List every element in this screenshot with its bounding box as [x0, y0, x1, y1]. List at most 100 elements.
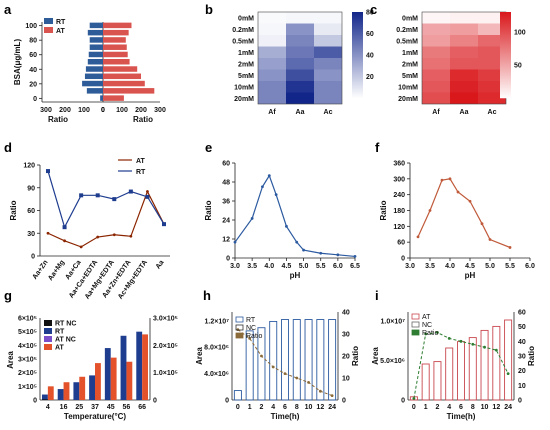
- bar: [468, 337, 477, 401]
- heat-cell: [314, 58, 342, 70]
- y-tick-label-right: 30: [518, 354, 526, 361]
- heat-cell: [286, 69, 314, 81]
- panel-label: g: [4, 288, 12, 303]
- panel-d: 0306090120Aa+ZnAa+MgAa+CaAa+Ca+EDTAAa+Mg…: [9, 158, 170, 301]
- x-tick-label: 4.0: [445, 263, 455, 270]
- bar-rt: [84, 73, 103, 80]
- bar-at: [79, 376, 86, 400]
- bar: [445, 347, 454, 401]
- y-tick-label: 8.0×10⁶: [204, 345, 229, 352]
- ratio-point: [459, 339, 463, 343]
- heat-cell: [258, 23, 286, 35]
- heat-cell: [422, 12, 450, 24]
- bar-rt: [85, 66, 103, 72]
- x-tick-label: 6.0: [525, 263, 535, 270]
- x-tick-label: 4: [447, 404, 451, 411]
- row-label: 10mM: [398, 84, 418, 91]
- x-tick-label: 1: [424, 404, 428, 411]
- y-tick-label-right: 20: [342, 354, 350, 361]
- x-tick-label: 5.0: [485, 263, 495, 270]
- x-tick-label: 4.5: [465, 263, 475, 270]
- bar-at: [103, 37, 126, 43]
- colorbar: [500, 12, 511, 99]
- bar: [421, 363, 430, 401]
- heat-cell: [450, 69, 478, 81]
- series-line: [417, 178, 511, 249]
- bar-rt: [82, 80, 103, 87]
- x-tick-label: 3.5: [425, 263, 435, 270]
- heat-cell: [478, 81, 506, 93]
- heat-cell: [258, 81, 286, 93]
- heat-cell: [314, 35, 342, 47]
- y-label-right: Ratio: [527, 346, 536, 366]
- y-tick-label: 1×10⁵: [18, 384, 37, 391]
- bar-rt: [120, 335, 127, 400]
- heat-cell: [258, 92, 286, 104]
- panel-label: c: [370, 2, 377, 17]
- bar: [233, 390, 242, 401]
- legend-label: AT NC: [55, 337, 76, 344]
- data-point: [233, 240, 237, 244]
- ratio-point: [447, 337, 451, 340]
- y-tick-label: 300: [393, 176, 405, 183]
- heat-cell: [422, 35, 450, 47]
- data-point: [480, 222, 484, 226]
- y-tick-label: 0: [225, 398, 229, 405]
- panel-label: h: [203, 288, 211, 303]
- x-tick-label: 4.0: [264, 263, 274, 270]
- y-tick-label: 30: [27, 231, 35, 238]
- data-point: [112, 197, 117, 202]
- y-tick-label: 3×10⁵: [18, 357, 37, 364]
- x-tick-label: 24: [504, 404, 512, 411]
- x-tick-label: 16: [60, 404, 68, 411]
- x-tick-label: 56: [123, 404, 131, 411]
- data-point: [261, 185, 264, 189]
- data-point: [295, 240, 299, 244]
- data-point: [448, 177, 452, 181]
- y-tick-label-right: 10: [342, 376, 350, 383]
- heat-cell: [478, 12, 506, 24]
- panel-g: 4 16 25 37 45 56 66 0 1×10⁵ 2×10⁵ 3×10⁵ 4×10⁵ 5×10⁵ 6…: [6, 316, 178, 422]
- heat-cell: [450, 81, 478, 93]
- x-tick-label: 45: [107, 404, 115, 411]
- bar-rt: [42, 394, 48, 400]
- legend-swatch: [44, 328, 52, 334]
- ratio-point: [260, 354, 263, 358]
- data-point: [285, 224, 288, 228]
- row-label: 0.2mM: [232, 27, 254, 34]
- data-point: [336, 253, 340, 257]
- heat-cell: [422, 46, 450, 58]
- data-point: [62, 225, 67, 230]
- bar-at: [47, 386, 54, 400]
- bar-rt: [89, 44, 103, 50]
- y-tick-label: 60: [29, 52, 37, 59]
- y-tick-label: 0: [31, 254, 35, 261]
- data-point: [416, 235, 420, 239]
- bar: [480, 329, 489, 401]
- heat-cell: [422, 69, 450, 81]
- heat-cell: [258, 46, 286, 58]
- heat-cell: [314, 81, 342, 93]
- data-point: [440, 178, 444, 182]
- y-label: Area: [371, 347, 380, 365]
- panel-label: b: [205, 2, 213, 17]
- x-label: Time(h): [447, 412, 476, 421]
- ratio-point: [307, 381, 310, 384]
- row-label: 5mM: [402, 73, 418, 80]
- y-tick-label: 360: [393, 161, 405, 168]
- legend-label: RT: [56, 19, 66, 26]
- heat-cell: [258, 35, 286, 47]
- data-point: [63, 239, 66, 243]
- y-label: Area: [6, 351, 15, 369]
- row-label: 0mM: [238, 15, 254, 22]
- y-tick-label: 120: [393, 224, 405, 231]
- data-point: [267, 174, 271, 178]
- heat-cell: [258, 69, 286, 81]
- y-tick-label: 0: [33, 96, 37, 103]
- heat-cell: [450, 35, 478, 47]
- heat-cell: [286, 12, 314, 24]
- ratio-point: [295, 376, 299, 380]
- bar: [257, 327, 266, 401]
- panel-label: i: [375, 288, 379, 303]
- bar-rt: [88, 51, 103, 58]
